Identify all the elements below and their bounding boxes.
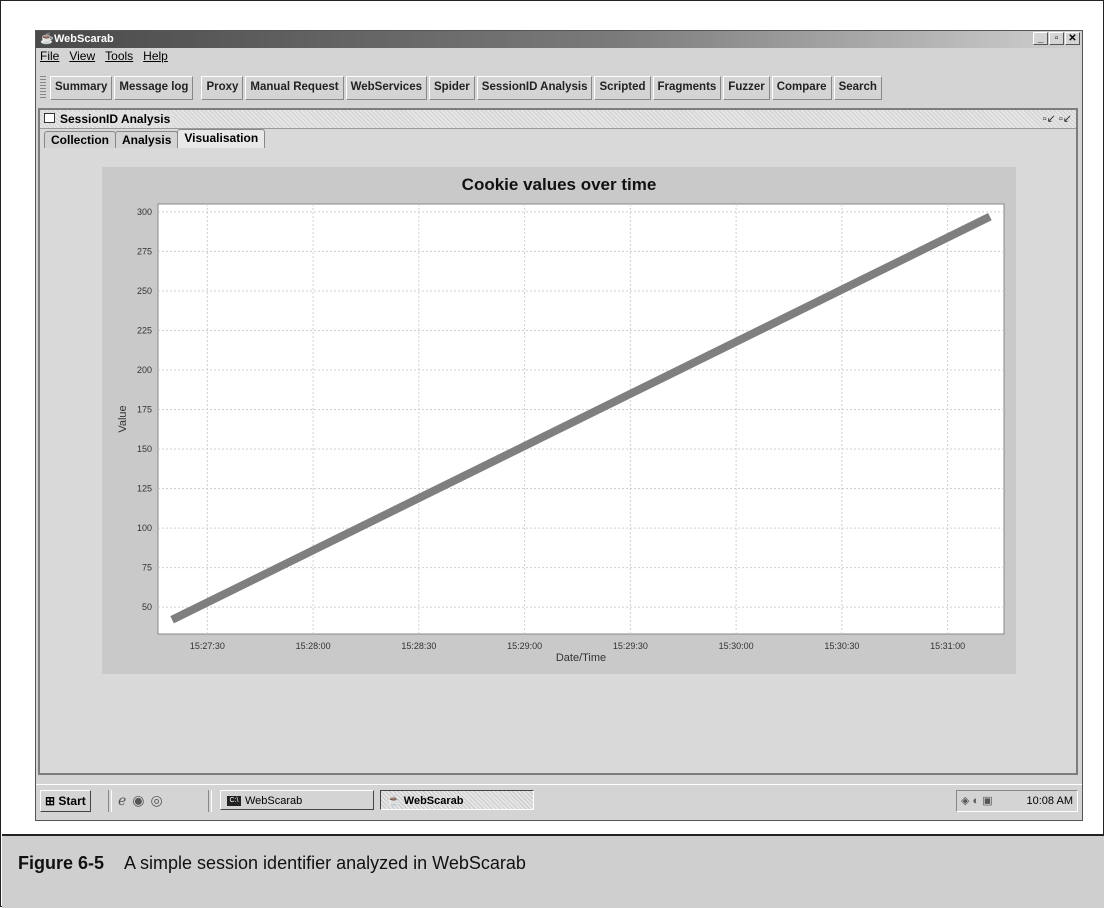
x-tick-label: 15:28:30 [401, 641, 436, 651]
y-axis-label: Value [117, 405, 129, 432]
java-icon: ☕ [387, 795, 404, 807]
close-button[interactable]: ✕ [1065, 32, 1080, 45]
internal-frame-title: SessionID Analysis [60, 112, 174, 126]
y-tick-label: 300 [137, 207, 152, 217]
taskbar-item-label: WebScarab [403, 795, 464, 807]
x-tick-label: 15:30:30 [824, 641, 859, 651]
tab-proxy[interactable]: Proxy [201, 76, 244, 100]
tab-visualisation[interactable]: Visualisation [177, 129, 266, 148]
figure-number: Figure 6-5 [18, 853, 105, 873]
tab-fuzzer[interactable]: Fuzzer [723, 76, 770, 100]
tab-collection[interactable]: Collection [44, 131, 117, 148]
media-player-icon[interactable]: ◉ [132, 792, 145, 808]
y-tick-label: 175 [137, 405, 152, 415]
y-tick-label: 250 [137, 286, 152, 296]
x-tick-label: 15:31:00 [930, 641, 965, 651]
y-tick-label: 150 [137, 444, 152, 454]
quick-launch: ℯ ◉ ◎ [118, 792, 163, 809]
tab-summary[interactable]: Summary [50, 76, 113, 100]
window-title: WebScarab [54, 33, 114, 45]
tab-scripted[interactable]: Scripted [594, 76, 651, 100]
x-tick-label: 15:29:30 [613, 641, 648, 651]
menu-tools[interactable]: Tools [105, 49, 134, 63]
window-titlebar: ☕ WebScarab _ ▫ ✕ [36, 31, 1082, 48]
menubar: File View Tools Help [36, 49, 168, 65]
tab-webservices[interactable]: WebServices [345, 76, 427, 100]
menu-view[interactable]: View [69, 49, 96, 63]
y-tick-label: 100 [137, 523, 152, 533]
browser-icon[interactable]: ◎ [150, 792, 163, 808]
y-tick-label: 75 [142, 563, 152, 573]
y-tick-label: 200 [137, 365, 152, 375]
taskbar-separator [108, 790, 112, 812]
y-tick-label: 225 [137, 325, 152, 335]
taskbar-separator [208, 790, 212, 812]
x-tick-label: 15:28:00 [296, 641, 331, 651]
clock: 10:08 AM [1026, 795, 1073, 807]
series-line [170, 213, 992, 624]
taskbar-item-label: WebScarab [245, 795, 303, 807]
maximize-button[interactable]: ▫ [1049, 32, 1064, 45]
toolbar-grip[interactable] [40, 76, 46, 98]
start-button[interactable]: ⊞ Start [40, 790, 91, 812]
frame-icon [44, 113, 55, 123]
tab-search[interactable]: Search [833, 76, 882, 100]
windows-flag-icon: ⊞ [45, 794, 56, 808]
screenshot: ☕ WebScarab _ ▫ ✕ File View Tools Help S… [35, 30, 1083, 821]
analysis-subtabs: Collection Analysis Visualisation [44, 129, 266, 148]
tab-sessionid-analysis[interactable]: SessionID Analysis [476, 76, 593, 100]
taskbar-item-webscarab[interactable]: ☕ WebScarab [380, 790, 534, 810]
y-tick-label: 125 [137, 484, 152, 494]
x-tick-label: 15:29:00 [507, 641, 542, 651]
x-tick-label: 15:30:00 [719, 641, 754, 651]
chart-panel: Cookie values over time 50 75 100 125 150 175… [102, 167, 1016, 674]
tab-compare[interactable]: Compare [771, 76, 832, 100]
taskbar-item-console[interactable]: C:\ WebScarab [220, 790, 374, 810]
tab-spider[interactable]: Spider [429, 76, 475, 100]
x-tick-label: 15:27:30 [190, 641, 225, 651]
tab-analysis[interactable]: Analysis [115, 131, 179, 148]
chart: 50 75 100 125 150 175 200 225 250 275 300 15:27:30 1… [117, 203, 1005, 664]
system-tray: ◈ ◐ ▣ 10:08 AM [956, 790, 1078, 812]
tab-manual-request[interactable]: Manual Request [245, 76, 344, 100]
toolbar: Summary Message log Proxy Manual Request… [36, 68, 1082, 100]
figure-caption-text: A simple session identifier analyzed in … [124, 853, 526, 873]
internet-explorer-icon[interactable]: ℯ [118, 792, 127, 808]
x-axis-label: Date/Time [556, 652, 606, 664]
console-icon: C:\ [227, 796, 241, 807]
taskbar: ⊞ Start ℯ ◉ ◎ C:\ WebScarab ☕ WebScarab ◈… [36, 784, 1082, 819]
y-tick-label: 50 [142, 602, 152, 612]
tray-icons[interactable]: ◈ ◐ ▣ [961, 795, 993, 807]
figure-caption: Figure 6-5 A simple session identifier a… [2, 834, 1104, 908]
tab-message-log[interactable]: Message log [114, 76, 194, 100]
y-tick-label: 275 [137, 246, 152, 256]
minimize-button[interactable]: _ [1033, 32, 1048, 45]
internal-frame-titlebar[interactable]: SessionID Analysis ▫↙ ▫↙ [40, 110, 1076, 129]
tab-fragments[interactable]: Fragments [652, 76, 722, 100]
menu-file[interactable]: File [40, 49, 60, 63]
menu-help[interactable]: Help [143, 49, 168, 63]
sessionid-analysis-frame: SessionID Analysis ▫↙ ▫↙ Collection Anal… [38, 108, 1078, 775]
start-label: Start [58, 794, 86, 808]
chart-title: Cookie values over time [461, 175, 657, 194]
restore-maximize-icon[interactable]: ▫↙ ▫↙ [1042, 113, 1072, 125]
java-icon: ☕ [40, 33, 54, 45]
